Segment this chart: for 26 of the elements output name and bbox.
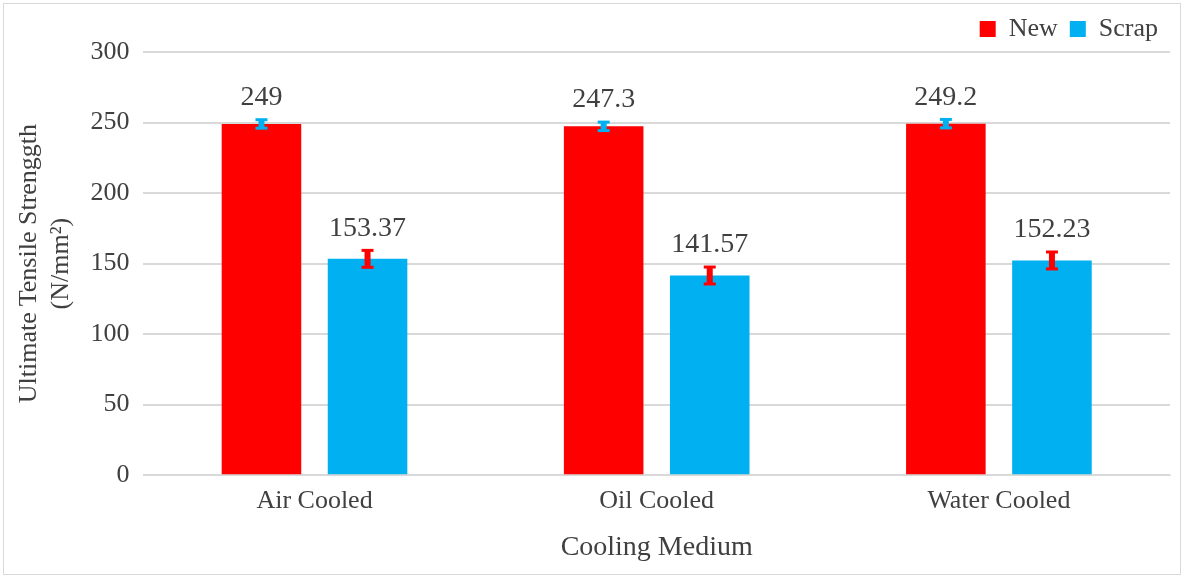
- x-tick-label: Oil Cooled: [599, 484, 715, 514]
- data-label: 247.3: [572, 82, 636, 114]
- bar: [906, 123, 986, 475]
- y-tick-label: 0: [116, 459, 130, 489]
- data-label: 249: [240, 80, 283, 112]
- data-label: 152.23: [1013, 212, 1091, 244]
- legend-label: New: [1008, 12, 1059, 42]
- y-tick-label: 100: [90, 317, 130, 347]
- data-label: 141.57: [671, 227, 749, 259]
- bar: [221, 123, 302, 475]
- x-tick-label: Air Cooled: [256, 484, 373, 514]
- data-label: 153.37: [329, 210, 407, 242]
- y-axis-title: Ultimate Tensile Strenggth (N/mm²): [13, 123, 74, 404]
- bar: [1012, 260, 1092, 475]
- y-tick-label: 300: [90, 35, 130, 65]
- y-tick-label: 150: [90, 247, 130, 277]
- bar: [327, 258, 408, 475]
- y-tick-label: 50: [103, 388, 130, 418]
- y-tick-label: 250: [90, 106, 130, 136]
- x-tick-label: Water Cooled: [927, 484, 1071, 514]
- x-axis-title: Cooling Medium: [560, 529, 753, 561]
- data-label: 249.2: [914, 79, 978, 111]
- bar: [669, 275, 750, 475]
- legend-label: Scrap: [1098, 12, 1158, 42]
- y-tick-label: 200: [90, 176, 130, 206]
- bar: [563, 126, 644, 475]
